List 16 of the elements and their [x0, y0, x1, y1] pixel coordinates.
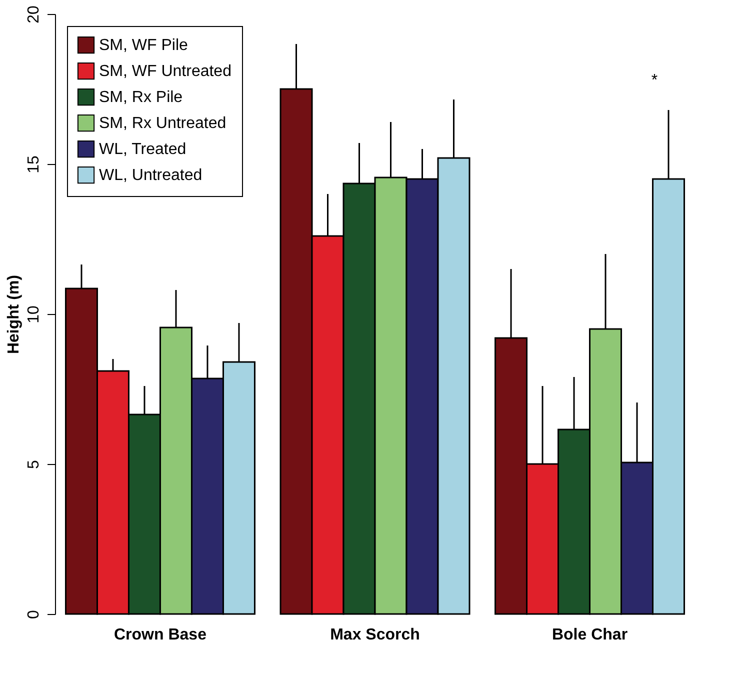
annotation: * [651, 72, 658, 89]
y-tick-label: 10 [26, 306, 42, 324]
legend-label: WL, Untreated [99, 167, 202, 184]
y-tick-label: 5 [26, 460, 42, 469]
x-tick-label: Crown Base [114, 626, 207, 644]
y-tick-label: 0 [26, 610, 42, 619]
x-tick-label: Bole Char [552, 626, 628, 644]
y-tick-label: 15 [26, 156, 42, 174]
legend-label: WL, Treated [99, 141, 186, 158]
y-tick-label: 20 [26, 6, 42, 24]
x-tick-label: Max Scorch [330, 626, 420, 644]
legend-label: SM, Rx Untreated [99, 115, 226, 132]
legend-label: SM, WF Pile [99, 37, 188, 54]
legend-label: SM, WF Untreated [99, 63, 232, 80]
y-axis-title: Height (m) [6, 274, 22, 354]
legend-label: SM, Rx Pile [99, 89, 183, 106]
